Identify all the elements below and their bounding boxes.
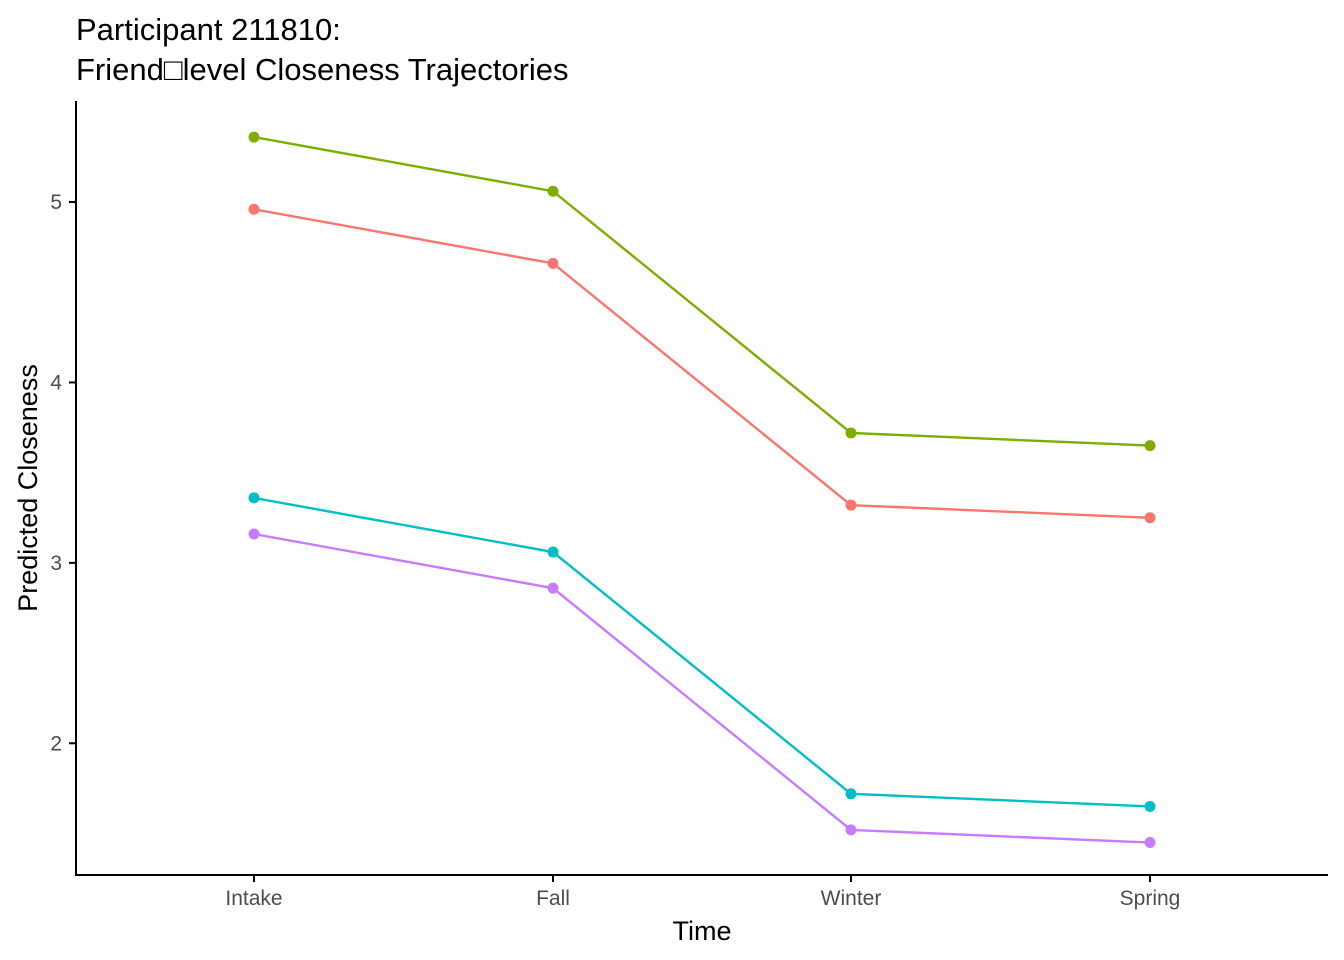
- chart-title: Participant 211810: Friend□level Closene…: [76, 10, 569, 90]
- series-line-1: [253, 208, 1151, 519]
- series-3-point: [1144, 800, 1156, 812]
- x-axis-ticks: Intake Fall Winter Spring: [225, 875, 1180, 910]
- chart-title-line-1: Participant 211810:: [76, 12, 341, 47]
- series-2-point: [845, 427, 857, 439]
- y-axis-title: Predicted Closeness: [13, 364, 43, 612]
- x-tick-label: Intake: [225, 887, 282, 910]
- series-2-point: [248, 131, 260, 143]
- series-line-4: [253, 532, 1151, 844]
- x-tick-label: Winter: [821, 887, 882, 910]
- series-3-point: [845, 788, 857, 800]
- series-4-point: [845, 824, 857, 836]
- x-tick-label: Spring: [1120, 887, 1181, 910]
- series-4-point: [248, 528, 260, 540]
- series-1-point: [1144, 512, 1156, 524]
- y-axis-ticks: 2 3 4 5: [50, 191, 76, 755]
- y-tick-label: 5: [50, 191, 62, 214]
- series-line-3: [253, 496, 1151, 808]
- series-4-point: [1144, 837, 1156, 849]
- series-2-point: [1144, 440, 1156, 452]
- x-axis-title: Time: [673, 916, 732, 946]
- series-1-point: [248, 203, 260, 215]
- series-3-point: [547, 546, 559, 558]
- series-1-point: [845, 499, 857, 511]
- x-tick-label: Fall: [536, 887, 570, 910]
- y-tick-label: 4: [50, 371, 62, 394]
- series-group: [248, 131, 1156, 849]
- series-4-point: [547, 582, 559, 594]
- chart-title-line-2: Friend□level Closeness Trajectories: [76, 52, 569, 87]
- series-1-point: [547, 257, 559, 269]
- y-tick-label: 3: [50, 552, 62, 575]
- series-3-point: [248, 492, 260, 504]
- series-line-2: [253, 135, 1151, 447]
- y-tick-label: 2: [50, 732, 62, 755]
- series-2-point: [547, 185, 559, 197]
